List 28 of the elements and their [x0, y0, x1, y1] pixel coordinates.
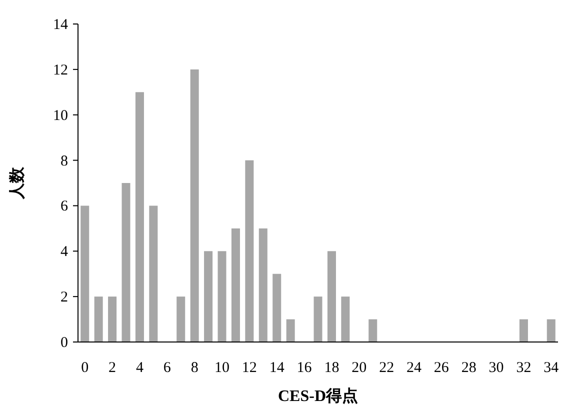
x-tick-label: 32	[516, 360, 532, 376]
x-tick-label: 18	[324, 360, 340, 376]
x-tick-label: 20	[352, 360, 367, 376]
y-tick-label: 12	[53, 62, 68, 78]
x-tick-label: 4	[136, 360, 144, 376]
x-tick-label: 12	[242, 360, 257, 376]
x-tick-label: 30	[488, 360, 504, 376]
x-tick-label: 0	[81, 360, 89, 376]
x-tick-label: 16	[296, 360, 312, 376]
y-tick-label: 10	[53, 108, 68, 124]
y-tick-label: 14	[53, 17, 68, 33]
y-tick-label: 4	[60, 244, 68, 260]
x-tick-label: 34	[544, 360, 560, 376]
x-tick-label: 26	[434, 360, 450, 376]
y-axis-title: 人数	[8, 166, 26, 200]
y-tick-label: 8	[60, 153, 68, 170]
x-tick-label: 24	[406, 360, 422, 376]
x-axis-title: CES-D得点	[278, 387, 358, 405]
x-tick-label: 14	[269, 360, 285, 376]
y-tick-label: 6	[60, 198, 68, 215]
x-tick-label: 28	[461, 360, 476, 376]
x-tick-label: 6	[163, 360, 172, 376]
x-tick-label: 10	[214, 360, 230, 376]
x-tick-label: 22	[379, 360, 394, 376]
x-tick-label: 2	[108, 360, 116, 376]
x-tick-label: 8	[190, 360, 198, 376]
y-tick-label: 0	[60, 335, 68, 351]
y-tick-label: 2	[60, 290, 68, 306]
